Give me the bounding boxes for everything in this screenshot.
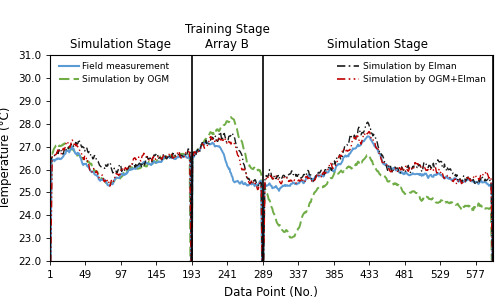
Text: Training Stage
Array B: Training Stage Array B	[185, 23, 270, 51]
X-axis label: Data Point (No.): Data Point (No.)	[224, 286, 318, 298]
Legend: Simulation by Elman, Simulation by OGM+Elman: Simulation by Elman, Simulation by OGM+E…	[336, 62, 486, 84]
Text: Simulation Stage: Simulation Stage	[70, 38, 172, 51]
Text: Simulation Stage: Simulation Stage	[327, 38, 428, 51]
Y-axis label: Temperature (°C): Temperature (°C)	[0, 107, 12, 209]
